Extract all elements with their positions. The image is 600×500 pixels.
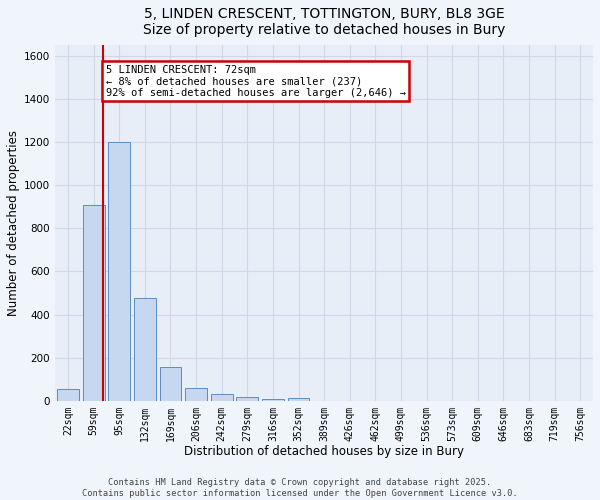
Bar [211,394,233,401]
Y-axis label: Number of detached properties: Number of detached properties [7,130,20,316]
Bar [160,368,181,401]
Bar [185,388,207,401]
Bar [83,204,104,401]
Bar [236,397,258,401]
Text: 5 LINDEN CRESCENT: 72sqm
← 8% of detached houses are smaller (237)
92% of semi-d: 5 LINDEN CRESCENT: 72sqm ← 8% of detache… [106,64,406,98]
Bar [287,398,310,401]
Bar [109,142,130,401]
Bar [134,298,156,401]
X-axis label: Distribution of detached houses by size in Bury: Distribution of detached houses by size … [184,445,464,458]
Bar [262,398,284,401]
Bar [57,389,79,401]
Text: Contains HM Land Registry data © Crown copyright and database right 2025.
Contai: Contains HM Land Registry data © Crown c… [82,478,518,498]
Title: 5, LINDEN CRESCENT, TOTTINGTON, BURY, BL8 3GE
Size of property relative to detac: 5, LINDEN CRESCENT, TOTTINGTON, BURY, BL… [143,7,505,37]
